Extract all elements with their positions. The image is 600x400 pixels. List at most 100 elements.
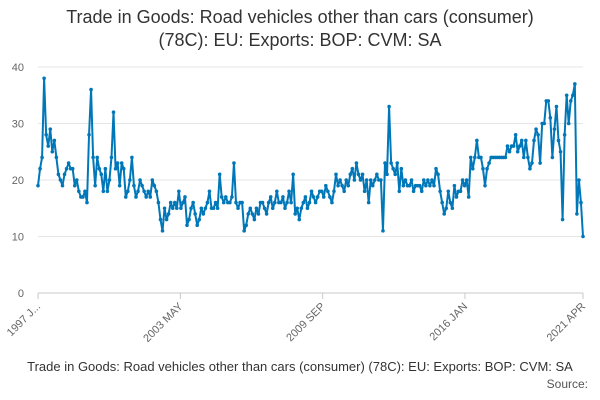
data-point[interactable]	[573, 82, 577, 86]
data-point[interactable]	[185, 223, 189, 227]
data-point[interactable]	[77, 189, 81, 194]
data-point[interactable]	[383, 161, 387, 165]
data-point[interactable]	[438, 189, 442, 194]
data-point[interactable]	[291, 172, 295, 177]
data-point[interactable]	[391, 166, 395, 171]
data-point[interactable]	[319, 189, 324, 194]
data-point[interactable]	[38, 166, 42, 171]
data-point[interactable]	[52, 138, 57, 143]
data-point[interactable]	[50, 149, 55, 154]
data-point[interactable]	[395, 161, 400, 165]
data-point[interactable]	[132, 183, 136, 188]
data-point[interactable]	[40, 155, 44, 160]
data-point[interactable]	[203, 206, 208, 211]
data-point[interactable]	[289, 200, 293, 205]
data-point[interactable]	[558, 149, 563, 154]
data-point[interactable]	[385, 172, 389, 177]
data-point[interactable]	[101, 189, 106, 194]
data-point[interactable]	[348, 172, 353, 177]
data-point[interactable]	[232, 161, 236, 165]
data-point[interactable]	[373, 178, 377, 182]
data-point[interactable]	[307, 200, 312, 205]
data-point[interactable]	[575, 212, 579, 216]
data-point[interactable]	[560, 217, 565, 222]
data-point[interactable]	[389, 161, 393, 165]
data-point[interactable]	[248, 206, 253, 211]
data-point[interactable]	[328, 195, 332, 199]
data-point[interactable]	[442, 212, 447, 216]
data-point[interactable]	[154, 189, 159, 194]
data-point[interactable]	[87, 133, 91, 137]
data-point[interactable]	[81, 195, 85, 199]
data-point[interactable]	[228, 200, 232, 205]
data-point[interactable]	[150, 178, 155, 182]
data-point[interactable]	[532, 138, 536, 143]
data-point[interactable]	[113, 166, 118, 171]
data-point[interactable]	[460, 178, 465, 182]
data-point[interactable]	[170, 206, 175, 211]
data-point[interactable]	[250, 212, 255, 216]
data-point[interactable]	[191, 200, 195, 205]
data-point[interactable]	[252, 217, 257, 222]
data-point[interactable]	[387, 104, 391, 109]
data-point[interactable]	[411, 189, 416, 194]
data-point[interactable]	[332, 189, 336, 194]
data-point[interactable]	[260, 200, 265, 205]
data-point[interactable]	[270, 206, 275, 211]
data-point[interactable]	[281, 195, 285, 199]
data-point[interactable]	[219, 195, 224, 199]
data-point[interactable]	[85, 200, 89, 205]
data-point[interactable]	[301, 200, 306, 205]
data-point[interactable]	[393, 172, 398, 177]
data-point[interactable]	[215, 206, 220, 211]
data-point[interactable]	[279, 200, 283, 205]
data-point[interactable]	[293, 212, 297, 216]
data-point[interactable]	[536, 133, 540, 137]
data-point[interactable]	[197, 217, 202, 222]
data-point[interactable]	[44, 133, 48, 137]
data-point[interactable]	[577, 178, 581, 182]
data-point[interactable]	[275, 189, 279, 194]
data-point[interactable]	[579, 200, 583, 205]
data-point[interactable]	[242, 229, 246, 233]
data-point[interactable]	[526, 155, 530, 160]
data-point[interactable]	[352, 178, 357, 182]
data-point[interactable]	[450, 206, 455, 211]
data-point[interactable]	[440, 200, 444, 205]
data-point[interactable]	[321, 195, 326, 199]
data-point[interactable]	[107, 178, 112, 182]
data-point[interactable]	[368, 178, 373, 182]
data-point[interactable]	[326, 189, 330, 194]
data-point[interactable]	[164, 217, 169, 222]
data-point[interactable]	[199, 206, 204, 211]
data-point[interactable]	[297, 217, 302, 222]
data-point[interactable]	[136, 189, 140, 194]
data-point[interactable]	[175, 206, 179, 211]
data-point[interactable]	[128, 178, 132, 182]
data-point[interactable]	[464, 178, 469, 182]
data-point[interactable]	[350, 166, 355, 171]
data-point[interactable]	[324, 183, 328, 188]
data-point[interactable]	[179, 206, 183, 211]
data-point[interactable]	[177, 189, 181, 194]
data-point[interactable]	[266, 200, 271, 205]
data-point[interactable]	[381, 229, 385, 233]
data-point[interactable]	[46, 144, 51, 148]
data-point[interactable]	[336, 183, 340, 188]
data-point[interactable]	[309, 189, 314, 194]
data-point[interactable]	[140, 183, 144, 188]
data-point[interactable]	[123, 195, 128, 199]
data-point[interactable]	[530, 161, 534, 165]
data-point[interactable]	[568, 99, 573, 103]
data-point[interactable]	[581, 234, 585, 239]
data-point[interactable]	[417, 183, 422, 188]
data-point[interactable]	[144, 195, 148, 199]
data-point[interactable]	[60, 183, 65, 188]
data-point[interactable]	[156, 200, 161, 205]
data-point[interactable]	[70, 166, 75, 171]
data-point[interactable]	[313, 200, 318, 205]
data-point[interactable]	[303, 195, 308, 199]
data-point[interactable]	[342, 189, 346, 194]
data-point[interactable]	[468, 155, 473, 160]
data-point[interactable]	[446, 189, 451, 194]
